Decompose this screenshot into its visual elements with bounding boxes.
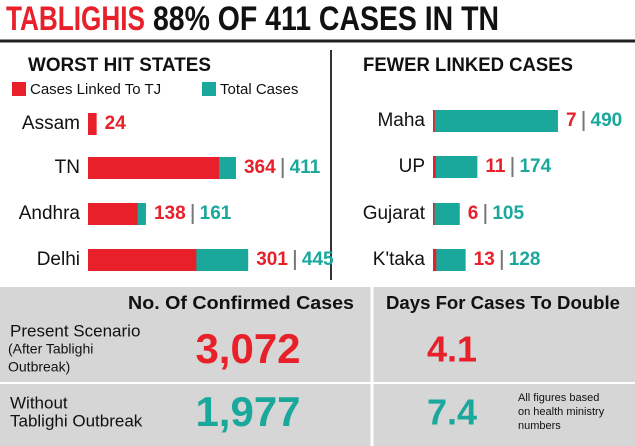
value-label: 301 (256, 249, 288, 270)
bar (88, 203, 138, 225)
row-label: Outbreak) (8, 359, 70, 375)
bar (433, 110, 435, 132)
value-label: 138 (154, 203, 186, 224)
table-value: 1,977 (195, 388, 300, 435)
legend-swatch (12, 82, 26, 96)
separator (582, 111, 585, 131)
footnote: on health ministry (518, 406, 605, 418)
bar (433, 203, 435, 225)
category-label: Andhra (19, 203, 81, 224)
legend-label: Cases Linked To TJ (30, 81, 161, 98)
category-label: Maha (377, 110, 425, 131)
row-label: Tablighi Outbreak (10, 411, 143, 430)
legend-label: Total Cases (220, 81, 298, 98)
category-label: UP (399, 156, 425, 177)
bar (433, 156, 436, 178)
category-label: Assam (22, 113, 80, 134)
category-label: TN (55, 157, 80, 178)
separator (511, 157, 514, 177)
category-label: Gujarat (363, 203, 426, 224)
table-value: 4.1 (427, 329, 477, 370)
value-label: 445 (302, 249, 334, 270)
category-label: Delhi (37, 249, 80, 270)
bar (433, 156, 478, 178)
category-label: K'taka (373, 249, 426, 270)
table-header: Days For Cases To Double (386, 293, 620, 313)
row-label: Present Scenario (10, 321, 140, 340)
value-label: 128 (509, 249, 541, 270)
chart-title: WORST HIT STATES (28, 55, 211, 76)
row-label: Without (10, 393, 68, 412)
bar (88, 157, 220, 179)
legend-swatch (202, 82, 216, 96)
value-label: 105 (492, 203, 524, 224)
bar (88, 113, 97, 135)
bottom-panel (0, 287, 635, 446)
bar (88, 249, 197, 271)
value-label: 161 (200, 203, 232, 224)
value-label: 13 (474, 249, 495, 270)
separator (191, 204, 194, 224)
title-highlight: TABLIGHIS (6, 0, 145, 38)
row-label: (After Tablighi (8, 341, 93, 357)
value-label: 364 (244, 157, 276, 178)
separator (500, 250, 503, 270)
table-header: No. Of Confirmed Cases (128, 293, 354, 313)
value-label: 24 (105, 113, 127, 134)
value-label: 174 (519, 156, 551, 177)
value-label: 490 (591, 110, 623, 131)
chart-title: FEWER LINKED CASES (363, 55, 573, 76)
separator (281, 158, 284, 178)
value-label: 11 (485, 156, 506, 177)
bar (433, 249, 437, 271)
value-label: 6 (468, 203, 479, 224)
bar (433, 249, 466, 271)
separator (293, 250, 296, 270)
footnote: numbers (518, 420, 561, 432)
table-value: 7.4 (427, 392, 477, 433)
bar (433, 203, 460, 225)
bar (433, 110, 558, 132)
separator (484, 204, 487, 224)
table-value: 3,072 (195, 325, 300, 372)
value-label: 411 (290, 157, 321, 178)
title: 88% OF 411 CASES IN TN (153, 0, 499, 38)
footnote: All figures based (518, 392, 599, 404)
value-label: 7 (566, 110, 577, 131)
